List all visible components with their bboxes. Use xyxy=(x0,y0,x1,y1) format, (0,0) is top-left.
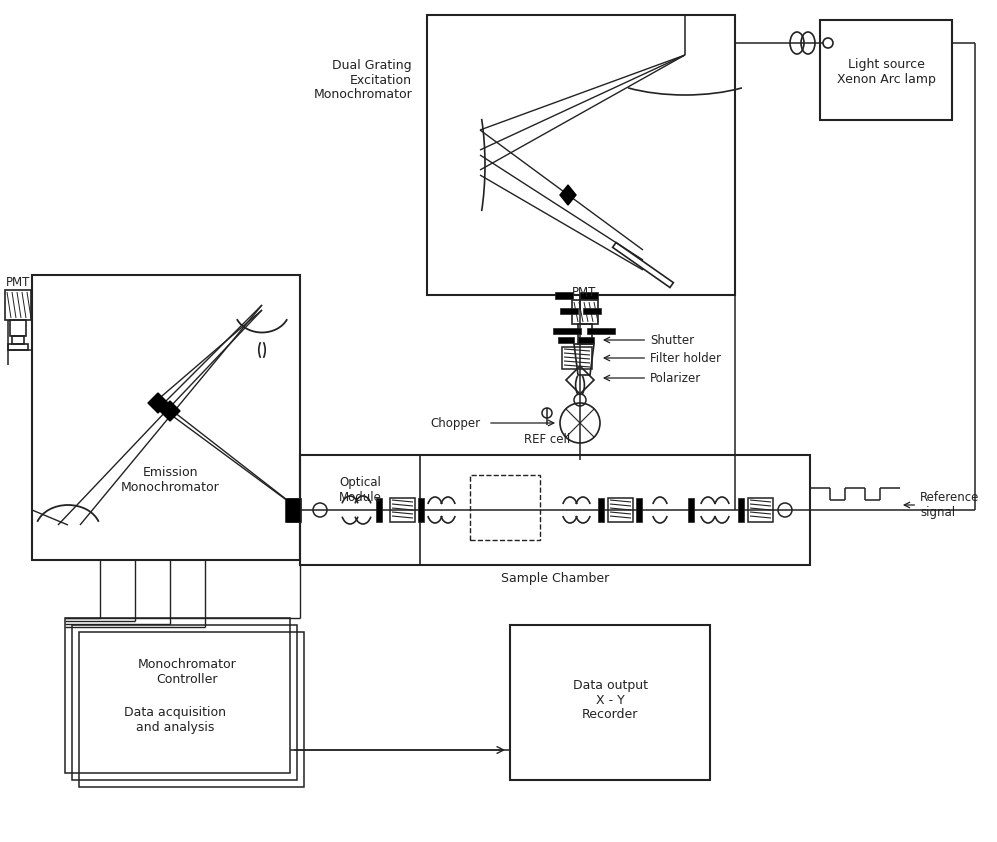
Bar xyxy=(427,15,735,295)
Bar xyxy=(558,337,574,343)
Bar xyxy=(555,292,573,299)
Bar xyxy=(553,328,581,334)
Bar xyxy=(598,498,604,522)
Bar xyxy=(12,336,24,344)
Bar xyxy=(587,328,615,334)
Text: Chopper: Chopper xyxy=(430,417,480,429)
Bar xyxy=(418,498,424,522)
Bar xyxy=(376,498,382,522)
Bar xyxy=(572,300,598,324)
Text: Shutter: Shutter xyxy=(604,333,694,347)
Bar xyxy=(65,618,290,773)
Bar xyxy=(578,324,592,344)
Bar xyxy=(287,498,301,522)
Bar xyxy=(285,498,300,522)
Bar xyxy=(32,275,300,560)
Polygon shape xyxy=(560,185,576,205)
Bar xyxy=(688,498,694,522)
Text: Monochromator
Controller: Monochromator Controller xyxy=(138,658,236,686)
Text: Sample Chamber: Sample Chamber xyxy=(500,572,609,585)
Text: Data acquisition
and analysis: Data acquisition and analysis xyxy=(124,706,226,734)
Bar xyxy=(72,625,297,780)
Bar xyxy=(300,455,420,565)
Bar xyxy=(583,308,601,314)
Text: PMT: PMT xyxy=(572,285,596,299)
Bar xyxy=(738,498,744,522)
Bar xyxy=(560,308,578,314)
Text: Dual Grating
Excitation
Monochromator: Dual Grating Excitation Monochromator xyxy=(313,58,412,102)
Text: Data output
X - Y
Recorder: Data output X - Y Recorder xyxy=(572,679,647,722)
Text: Filter holder: Filter holder xyxy=(604,351,721,365)
Bar xyxy=(5,290,31,320)
Text: Emission
Monochromator: Emission Monochromator xyxy=(121,466,219,494)
Bar xyxy=(562,347,592,369)
Text: Reference
signal: Reference signal xyxy=(904,491,979,519)
Bar xyxy=(8,344,28,350)
Polygon shape xyxy=(148,393,168,413)
Text: REF cell: REF cell xyxy=(523,433,570,446)
Text: PMT: PMT xyxy=(6,276,30,290)
Bar xyxy=(470,475,540,540)
Bar xyxy=(510,625,710,780)
Bar xyxy=(636,498,642,522)
Bar xyxy=(10,320,26,336)
Text: Light source
Xenon Arc lamp: Light source Xenon Arc lamp xyxy=(836,58,935,86)
Bar xyxy=(820,20,952,120)
Bar xyxy=(79,632,304,787)
Bar xyxy=(286,502,300,518)
Bar xyxy=(580,292,598,299)
Text: Optical
Module: Optical Module xyxy=(339,476,382,504)
Polygon shape xyxy=(160,401,180,421)
Text: Polarizer: Polarizer xyxy=(604,371,701,385)
Bar xyxy=(578,337,594,343)
Bar xyxy=(300,455,810,565)
